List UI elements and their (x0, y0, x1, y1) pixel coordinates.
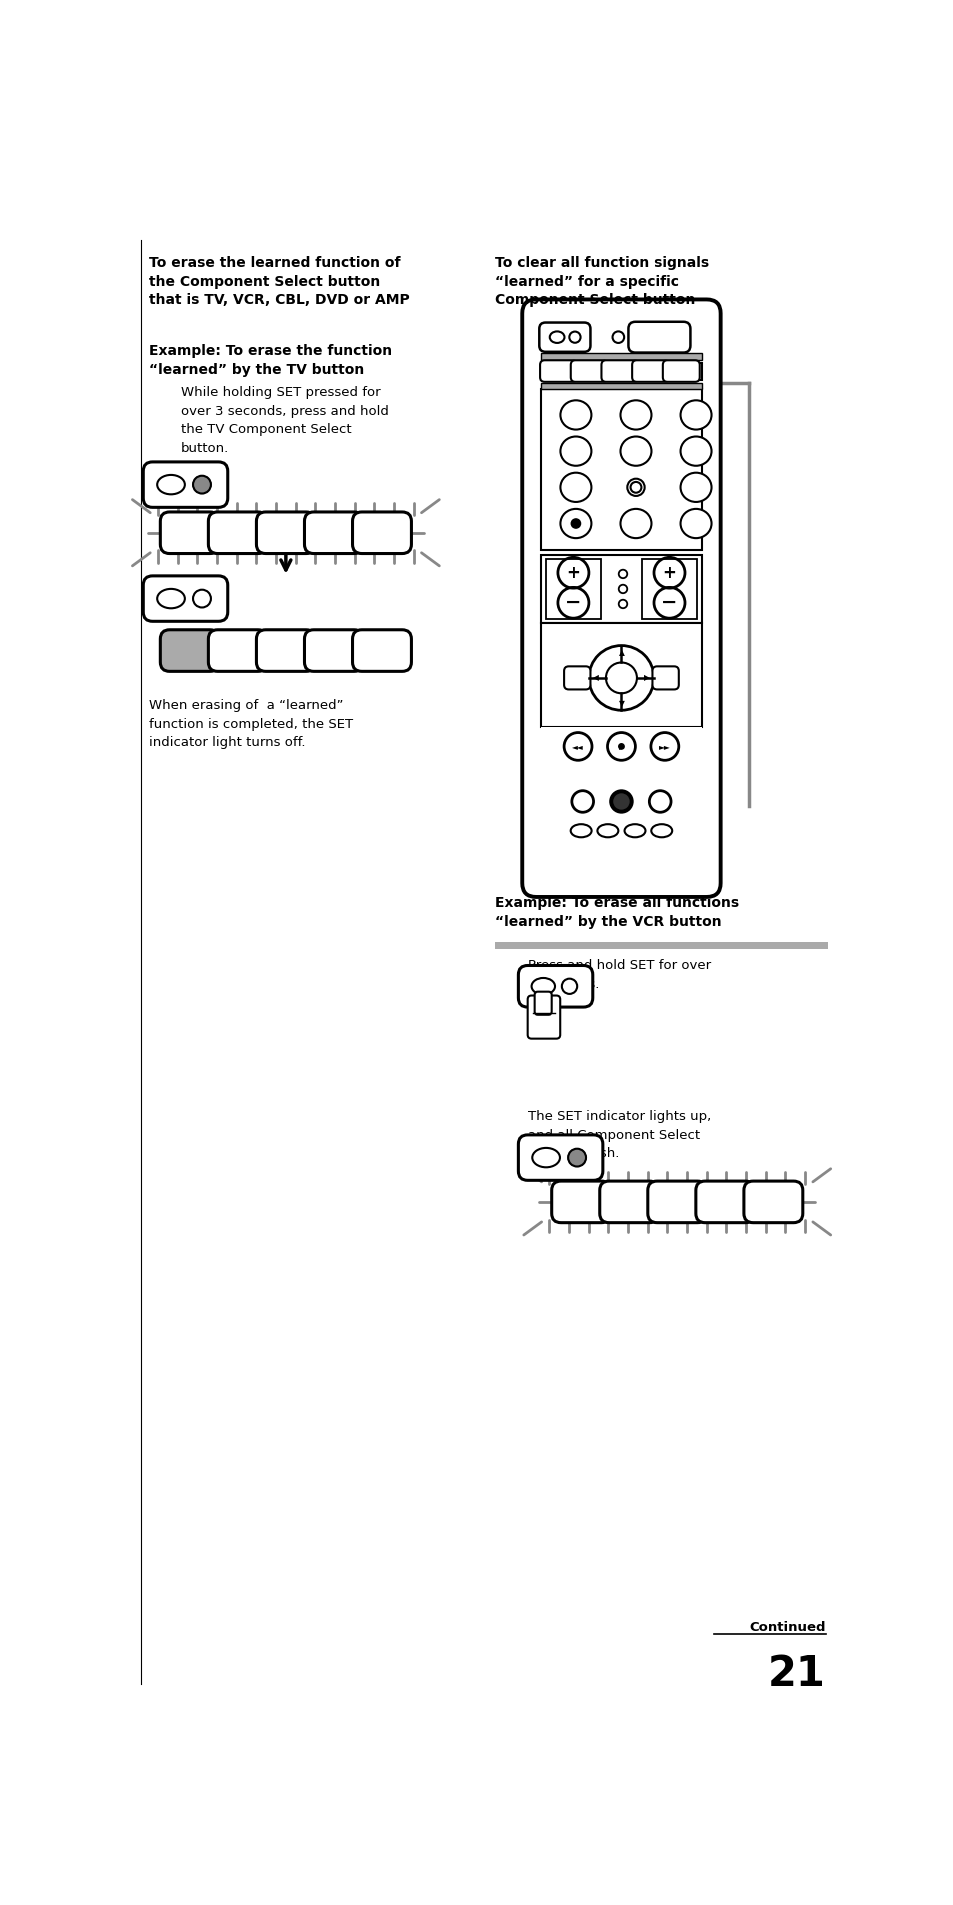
Ellipse shape (619, 400, 651, 429)
Ellipse shape (549, 331, 564, 343)
Ellipse shape (559, 472, 591, 501)
Text: Press and hold SET for over
3 seconds.: Press and hold SET for over 3 seconds. (527, 960, 710, 991)
Ellipse shape (679, 472, 711, 501)
FancyBboxPatch shape (695, 1181, 754, 1223)
FancyBboxPatch shape (208, 631, 267, 671)
FancyBboxPatch shape (647, 1181, 706, 1223)
FancyBboxPatch shape (652, 667, 679, 690)
Bar (641, 558, 697, 619)
Text: −: − (660, 592, 677, 612)
Text: 21: 21 (767, 1654, 825, 1695)
Ellipse shape (559, 400, 591, 429)
Ellipse shape (679, 509, 711, 537)
FancyBboxPatch shape (353, 512, 411, 554)
Bar (495, 943, 827, 949)
Text: ▲: ▲ (618, 648, 623, 657)
Text: While holding SET pressed for
over 3 seconds, press and hold
the TV Component Se: While holding SET pressed for over 3 sec… (181, 387, 389, 455)
Circle shape (561, 979, 577, 994)
FancyBboxPatch shape (256, 631, 315, 671)
FancyBboxPatch shape (539, 360, 577, 381)
Bar (540, 389, 701, 551)
FancyBboxPatch shape (517, 1135, 602, 1181)
Ellipse shape (651, 825, 672, 838)
Text: ▶: ▶ (643, 672, 649, 682)
FancyBboxPatch shape (538, 322, 590, 352)
Circle shape (193, 476, 211, 493)
Ellipse shape (679, 400, 711, 429)
FancyBboxPatch shape (662, 360, 699, 381)
FancyBboxPatch shape (208, 512, 267, 554)
FancyBboxPatch shape (570, 360, 607, 381)
Text: ◀: ◀ (593, 672, 598, 682)
FancyBboxPatch shape (527, 996, 559, 1038)
Text: ►►: ►► (659, 741, 670, 751)
Text: When erasing of  a “learned”
function is completed, the SET
indicator light turn: When erasing of a “learned” function is … (149, 699, 353, 749)
Text: The SET indicator lights up,
and all Component Select
buttons flash.: The SET indicator lights up, and all Com… (527, 1111, 710, 1160)
FancyBboxPatch shape (517, 966, 592, 1008)
FancyBboxPatch shape (563, 667, 590, 690)
FancyBboxPatch shape (304, 512, 363, 554)
Circle shape (568, 1149, 585, 1166)
Ellipse shape (559, 436, 591, 465)
FancyBboxPatch shape (304, 631, 363, 671)
FancyBboxPatch shape (353, 631, 411, 671)
Ellipse shape (532, 1149, 559, 1168)
Text: Continued: Continued (749, 1621, 825, 1634)
Ellipse shape (679, 436, 711, 465)
FancyBboxPatch shape (599, 1181, 658, 1223)
Ellipse shape (559, 509, 591, 537)
Bar (540, 383, 701, 389)
Text: To clear all function signals
“learned” for a specific
Component Select button: To clear all function signals “learned” … (495, 255, 708, 307)
Text: −: − (564, 592, 581, 612)
Text: ►: ► (618, 741, 623, 751)
FancyBboxPatch shape (534, 993, 551, 1015)
Bar (540, 383, 701, 389)
Text: +: + (662, 564, 676, 581)
Bar (540, 362, 701, 379)
FancyBboxPatch shape (551, 1181, 610, 1223)
Ellipse shape (531, 977, 555, 994)
Bar (540, 554, 701, 623)
Bar (540, 352, 701, 360)
FancyBboxPatch shape (160, 631, 219, 671)
Text: To erase the learned function of
the Component Select button
that is TV, VCR, CB: To erase the learned function of the Com… (149, 255, 409, 307)
FancyBboxPatch shape (632, 360, 668, 381)
Circle shape (571, 518, 580, 528)
Ellipse shape (597, 825, 618, 838)
Text: ◄◄: ◄◄ (572, 741, 583, 751)
FancyBboxPatch shape (160, 512, 219, 554)
Bar (540, 728, 701, 770)
FancyBboxPatch shape (143, 461, 228, 507)
Bar (540, 623, 701, 728)
Circle shape (618, 743, 623, 749)
Text: ▼: ▼ (618, 699, 623, 709)
Ellipse shape (624, 825, 645, 838)
FancyBboxPatch shape (628, 322, 690, 352)
Ellipse shape (619, 509, 651, 537)
FancyBboxPatch shape (256, 512, 315, 554)
Ellipse shape (157, 589, 185, 608)
Circle shape (612, 792, 630, 812)
Text: +: + (566, 564, 579, 581)
Ellipse shape (619, 436, 651, 465)
FancyBboxPatch shape (143, 575, 228, 621)
Ellipse shape (157, 474, 185, 493)
Bar (540, 352, 701, 360)
Circle shape (193, 591, 211, 608)
FancyBboxPatch shape (521, 299, 720, 897)
Text: Example: To erase the function
“learned” by the TV button: Example: To erase the function “learned”… (149, 345, 392, 377)
FancyBboxPatch shape (743, 1181, 802, 1223)
FancyBboxPatch shape (600, 360, 638, 381)
Bar (545, 558, 600, 619)
Text: Example: To erase all functions
“learned” by the VCR button: Example: To erase all functions “learned… (495, 895, 739, 930)
Ellipse shape (570, 825, 591, 838)
